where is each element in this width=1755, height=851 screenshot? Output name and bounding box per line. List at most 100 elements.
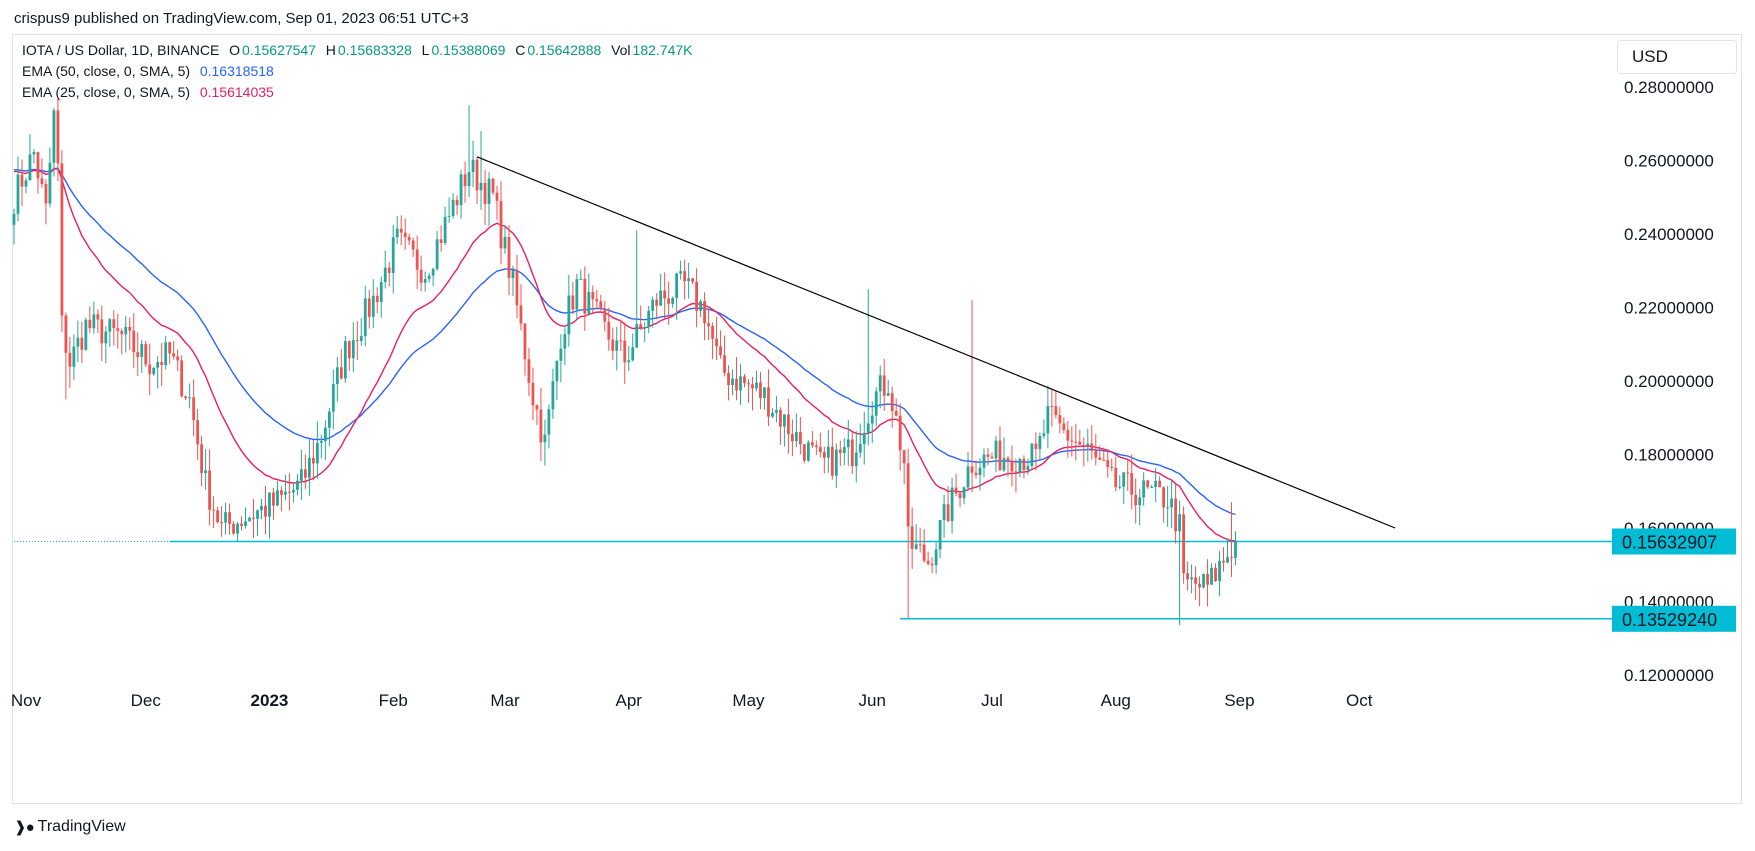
candle-body: [200, 444, 204, 473]
candle: [791, 419, 794, 457]
candle: [1166, 485, 1170, 527]
candle-body: [240, 523, 243, 526]
candle-body: [771, 412, 774, 417]
candle: [351, 322, 355, 373]
candle: [304, 454, 307, 489]
candle-body: [715, 338, 718, 347]
candle-body: [1106, 460, 1110, 467]
candle-body: [212, 509, 215, 511]
candle-body: [455, 199, 459, 206]
candle-body: [950, 487, 954, 522]
candle-body: [623, 340, 627, 363]
candle-body: [36, 152, 40, 179]
candle: [276, 480, 279, 507]
candle-body: [531, 382, 535, 406]
candle-body: [407, 237, 411, 241]
candle-body: [68, 352, 72, 367]
candle-body: [547, 409, 551, 435]
candle-body: [232, 523, 235, 534]
candle: [830, 427, 834, 480]
candle: [347, 340, 351, 371]
candle-body: [487, 178, 491, 204]
candle-body: [76, 337, 80, 347]
candle-body: [60, 163, 64, 316]
candle-body: [419, 269, 423, 283]
candle-body: [264, 505, 267, 517]
candle: [978, 458, 982, 491]
candle: [459, 169, 463, 219]
candle-body: [1218, 560, 1221, 582]
x-axis-ticks: Nov Dec 2023 Feb Mar Apr May Jun Jul Aug Sep Oct: [11, 691, 1373, 710]
candle-body: [898, 415, 902, 451]
candle-body: [12, 213, 16, 225]
footer-branding[interactable]: ❱● TradingView: [14, 818, 126, 836]
legend-low-key: L: [421, 42, 430, 58]
candle: [787, 398, 790, 454]
descending-trendline: [476, 156, 1396, 529]
candle-body: [779, 410, 782, 427]
candle: [371, 279, 375, 329]
candle-body: [814, 445, 818, 448]
candle: [822, 446, 826, 474]
candle-body: [1042, 433, 1046, 436]
candle-body: [671, 297, 675, 304]
legend-close-value: 0.15642888: [527, 42, 602, 58]
candle-body: [1198, 583, 1201, 588]
y-tick-label: 0.26000000: [1624, 152, 1714, 171]
candle: [886, 379, 890, 396]
candle: [12, 208, 16, 245]
candle-body: [1090, 443, 1094, 451]
candle-body: [946, 504, 950, 522]
candle: [974, 460, 978, 479]
candle-body: [347, 341, 351, 359]
candle: [647, 305, 651, 334]
candle: [20, 159, 24, 206]
candle: [140, 339, 144, 373]
chart-frame[interactable]: [12, 34, 1742, 804]
candle-body: [1190, 577, 1193, 580]
candle-body: [938, 520, 942, 550]
candle: [838, 440, 842, 467]
trendline[interactable]: [476, 156, 1396, 529]
candle-body: [954, 487, 958, 494]
currency-button[interactable]: USD: [1617, 40, 1737, 74]
candle-body: [563, 334, 567, 349]
legend-ema50-value: 0.16318518: [199, 63, 274, 79]
candle-body: [1150, 487, 1154, 489]
candle-body: [351, 339, 355, 359]
candle-body: [1214, 567, 1217, 582]
candle: [966, 451, 970, 492]
candle: [751, 376, 754, 411]
candle: [200, 435, 204, 487]
candle-body: [40, 178, 44, 185]
candle: [1210, 563, 1213, 585]
candle: [743, 374, 746, 388]
candle: [1134, 478, 1138, 524]
candle-body: [116, 328, 120, 331]
candle: [771, 408, 774, 419]
candle-body: [866, 423, 870, 433]
candle: [1082, 437, 1086, 467]
candle-body: [890, 393, 894, 412]
candle: [108, 318, 112, 347]
candle: [874, 387, 878, 427]
candle-body: [423, 279, 427, 283]
candle: [355, 321, 359, 361]
candle-body: [611, 339, 615, 351]
candle-body: [886, 393, 890, 396]
candle: [300, 449, 303, 500]
candle: [1026, 458, 1030, 475]
candle: [591, 285, 595, 313]
candle-body: [691, 278, 695, 282]
candle: [619, 319, 623, 351]
candle: [970, 300, 974, 493]
candle-body: [160, 362, 164, 365]
candle: [44, 179, 48, 225]
candle-body: [1046, 406, 1050, 434]
candle-body: [399, 228, 403, 233]
candle-body: [1010, 460, 1014, 472]
candle-body: [208, 470, 211, 510]
candle-body: [503, 236, 507, 249]
candle-body: [92, 314, 96, 329]
